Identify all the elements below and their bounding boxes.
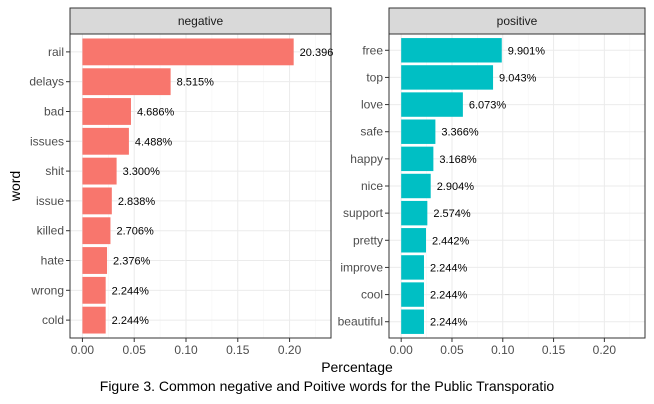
y-tick-label: bad (44, 104, 64, 118)
x-tick-label: 0.05 (123, 343, 147, 357)
data-label: 2.376% (113, 256, 151, 268)
x-tick-label: 0.05 (440, 343, 464, 357)
bar-positive-happy (401, 146, 434, 172)
facet-strip-label: positive (497, 14, 538, 28)
data-label: 4.488% (135, 136, 173, 148)
y-tick-label: free (362, 43, 383, 57)
bar-positive-support (401, 200, 428, 226)
data-label: 2.904% (437, 181, 475, 193)
bar-negative-wrong (82, 276, 106, 304)
bar-negative-rail (82, 38, 294, 66)
x-tick-label: 0.00 (390, 343, 414, 357)
bar-positive-pretty (401, 228, 426, 253)
bar-positive-nice (401, 173, 431, 199)
data-label: 2.706% (116, 226, 154, 238)
data-label: 2.442% (432, 235, 470, 247)
bar-positive-improve (401, 255, 424, 280)
y-tick-label: happy (350, 152, 383, 166)
bar-positive-free (401, 38, 502, 63)
x-axis-title: Percentage (321, 359, 393, 375)
data-label: 2.244% (112, 285, 150, 297)
y-tick-label: beautiful (338, 315, 383, 329)
data-label: 6.073% (469, 100, 507, 112)
data-label: 3.168% (439, 154, 477, 166)
data-label: 2.244% (112, 315, 150, 327)
bar-negative-killed (82, 217, 111, 245)
facet-strip (69, 7, 332, 35)
data-label: 20.396 (300, 47, 334, 59)
figure-caption: Figure 3. Common negative and Poitive wo… (99, 378, 555, 394)
data-label: 3.300% (123, 166, 161, 178)
facet-strip (388, 7, 646, 35)
bar-negative-bad (82, 98, 131, 125)
data-label: 9.901% (508, 45, 546, 57)
y-tick-label: improve (340, 260, 383, 274)
data-label: 8.515% (177, 77, 215, 89)
bar-negative-cold (82, 306, 106, 334)
y-tick-label: pretty (353, 233, 383, 247)
y-tick-label: top (366, 70, 383, 84)
data-label: 2.574% (433, 208, 471, 220)
y-tick-label: issues (30, 134, 64, 148)
y-axis-title: word (7, 171, 23, 202)
x-tick-label: 0.00 (71, 343, 95, 357)
y-tick-label: killed (37, 224, 64, 238)
y-tick-label: delays (29, 75, 64, 89)
data-label: 2.244% (430, 317, 468, 329)
y-tick-label: love (361, 98, 383, 112)
bar-positive-safe (401, 119, 436, 144)
data-label: 2.244% (430, 262, 468, 274)
data-label: 4.686% (137, 106, 175, 118)
data-label: 9.043% (499, 72, 537, 84)
bar-positive-top (401, 65, 494, 90)
y-tick-label: cold (42, 313, 64, 327)
data-label: 3.366% (441, 127, 479, 139)
x-tick-label: 0.15 (542, 343, 566, 357)
bar-negative-issue (82, 187, 112, 215)
bar-negative-shit (82, 157, 117, 185)
y-tick-label: support (343, 206, 384, 220)
y-tick-label: safe (360, 125, 383, 139)
x-tick-label: 0.20 (593, 343, 617, 357)
bar-positive-cool (401, 282, 424, 307)
x-tick-label: 0.10 (174, 343, 198, 357)
x-tick-label: 0.20 (278, 343, 302, 357)
bar-negative-delays (82, 68, 171, 96)
facet-strip-label: negative (178, 14, 224, 28)
x-tick-label: 0.10 (491, 343, 515, 357)
y-tick-label: rail (48, 45, 64, 59)
data-label: 2.244% (430, 290, 468, 302)
data-label: 2.838% (118, 196, 156, 208)
y-tick-label: cool (361, 288, 383, 302)
y-tick-label: issue (36, 194, 64, 208)
y-tick-label: wrong (30, 283, 64, 297)
bar-negative-hate (82, 247, 108, 274)
y-tick-label: shit (45, 164, 64, 178)
bar-negative-issues (82, 127, 129, 155)
y-tick-label: hate (41, 254, 65, 268)
bar-positive-beautiful (401, 309, 424, 334)
bar-positive-love (401, 92, 463, 117)
x-tick-label: 0.15 (226, 343, 250, 357)
y-tick-label: nice (361, 179, 383, 193)
